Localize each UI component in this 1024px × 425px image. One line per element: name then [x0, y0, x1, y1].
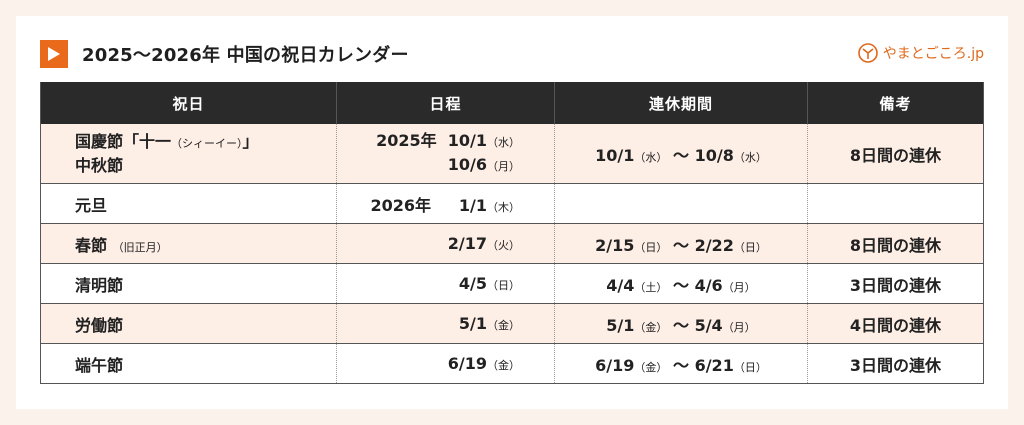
table-row: 春節 （旧正月） 2/17（火） 2/15（日） 〜 2/22（日） 8日間の連…: [40, 223, 984, 264]
date-value: 5/1: [458, 314, 487, 333]
period-separator: 〜: [672, 235, 689, 255]
holiday-cell: 春節 （旧正月）: [40, 223, 337, 264]
date-weekday: （金）: [487, 359, 520, 372]
date-value: 4/5: [458, 274, 487, 293]
column-header-remark: 備考: [807, 82, 984, 124]
date-weekday: （金）: [487, 319, 520, 332]
holiday-name: 元旦: [75, 195, 108, 215]
holiday-name: 春節: [75, 235, 108, 255]
period-cell: 5/1（金） 〜 5/4（月）: [554, 303, 808, 344]
date-cell: 2/17（火）: [336, 223, 555, 264]
date-value: 2/17: [447, 234, 487, 253]
holiday-note: （シィーイー）: [171, 136, 243, 150]
holiday-name: 清明節: [75, 275, 124, 295]
period-end-weekday: （水）: [733, 150, 767, 164]
period-separator: 〜: [672, 315, 689, 335]
table-row: 清明節 4/5（日） 4/4（土） 〜 4/6（月） 3日間の連休: [40, 263, 984, 304]
period-end-weekday: （日）: [733, 360, 767, 374]
date-cell: 4/5（日）: [336, 263, 555, 304]
period-end-weekday: （月）: [722, 280, 756, 294]
date-weekday: （水）: [487, 135, 520, 149]
logo-text: やまとごころ.jp: [882, 46, 984, 62]
period-end: 6/21: [694, 355, 734, 375]
holiday-name: 労働節: [75, 315, 124, 335]
page-title: 2025〜2026年 中国の祝日カレンダー: [82, 45, 409, 66]
period-separator: 〜: [672, 145, 689, 165]
holiday-cell: 国慶節「十一（シィーイー）」 中秋節: [40, 124, 337, 184]
period-start-weekday: （金）: [634, 360, 668, 374]
header: 2025〜2026年 中国の祝日カレンダー: [40, 40, 409, 68]
column-header-holiday: 祝日: [40, 82, 337, 124]
table-header-row: 祝日 日程 連休期間 備考: [40, 82, 984, 124]
table-row: 端午節 6/19（金） 6/19（金） 〜 6/21（日） 3日間の連休: [40, 343, 984, 384]
date-weekday-secondary: （月）: [487, 159, 520, 173]
period-cell: 4/4（土） 〜 4/6（月）: [554, 263, 808, 304]
period-start-weekday: （金）: [634, 320, 668, 334]
period-cell: [554, 183, 808, 224]
period-end: 5/4: [694, 315, 723, 335]
table-row: 労働節 5/1（金） 5/1（金） 〜 5/4（月） 4日間の連休: [40, 303, 984, 344]
column-header-date: 日程: [336, 82, 555, 124]
period-separator: 〜: [672, 275, 689, 295]
period-start-weekday: （日）: [634, 240, 668, 254]
remark-cell: 8日間の連休: [807, 223, 984, 264]
period-separator: 〜: [672, 355, 689, 375]
period-start: 2/15: [595, 235, 635, 255]
date-value: 6/19: [447, 354, 487, 373]
holiday-name-end: 」: [242, 131, 259, 151]
holiday-name: 端午節: [75, 355, 124, 375]
date-weekday: （火）: [487, 239, 520, 252]
holiday-name-secondary: 中秋節: [75, 155, 124, 175]
holiday-cell: 労働節: [40, 303, 337, 344]
date-year: 2025年: [376, 130, 437, 150]
holiday-cell: 端午節: [40, 343, 337, 384]
period-end-weekday: （日）: [733, 240, 767, 254]
table-row: 元旦 2026年 1/1（木）: [40, 183, 984, 224]
holiday-note: （旧正月）: [112, 240, 168, 254]
column-header-period: 連休期間: [554, 82, 808, 124]
holiday-table: 祝日 日程 連休期間 備考 国慶節「十一（シィーイー）」 中秋節 2025年 1…: [40, 82, 984, 384]
date-cell: 6/19（金）: [336, 343, 555, 384]
date-cell: 2026年 1/1（木）: [336, 183, 555, 224]
table-row: 国慶節「十一（シィーイー）」 中秋節 2025年 10/1（水） 10/6（月）…: [40, 124, 984, 184]
holiday-name: 国慶節「十一: [75, 131, 172, 151]
period-cell: 6/19（金） 〜 6/21（日）: [554, 343, 808, 384]
date-weekday: （木）: [487, 200, 520, 214]
period-end: 2/22: [694, 235, 734, 255]
remark-cell: 3日間の連休: [807, 263, 984, 304]
logo: やまとごころ.jp: [857, 42, 984, 64]
holiday-cell: 清明節: [40, 263, 337, 304]
period-start: 6/19: [595, 355, 635, 375]
calendar-card: 2025〜2026年 中国の祝日カレンダー やまとごころ.jp 祝日 日程 連休…: [16, 16, 1008, 409]
period-start-weekday: （土）: [634, 280, 668, 294]
period-end: 4/6: [694, 275, 723, 295]
period-start: 10/1: [595, 145, 635, 165]
date-weekday: （日）: [487, 279, 520, 292]
date-year: 2026年: [370, 195, 432, 215]
date-value: 1/1: [458, 195, 487, 215]
period-start-weekday: （水）: [634, 150, 668, 164]
holiday-cell: 元旦: [40, 183, 337, 224]
date-cell: 2025年 10/1（水） 10/6（月）: [336, 124, 555, 184]
remark-cell: 3日間の連休: [807, 343, 984, 384]
period-cell: 2/15（日） 〜 2/22（日）: [554, 223, 808, 264]
remark-cell: 4日間の連休: [807, 303, 984, 344]
date-value: 10/1: [447, 130, 487, 150]
period-end: 10/8: [694, 145, 734, 165]
period-start: 4/4: [606, 275, 635, 295]
period-cell: 10/1（水） 〜 10/8（水）: [554, 124, 808, 184]
date-value-secondary: 10/6: [447, 154, 487, 174]
yamatogokoro-logo-icon: [857, 43, 878, 63]
remark-cell: [807, 183, 984, 224]
play-icon: [40, 40, 68, 68]
period-start: 5/1: [606, 315, 635, 335]
remark-cell: 8日間の連休: [807, 124, 984, 184]
period-end-weekday: （月）: [722, 320, 756, 334]
date-cell: 5/1（金）: [336, 303, 555, 344]
